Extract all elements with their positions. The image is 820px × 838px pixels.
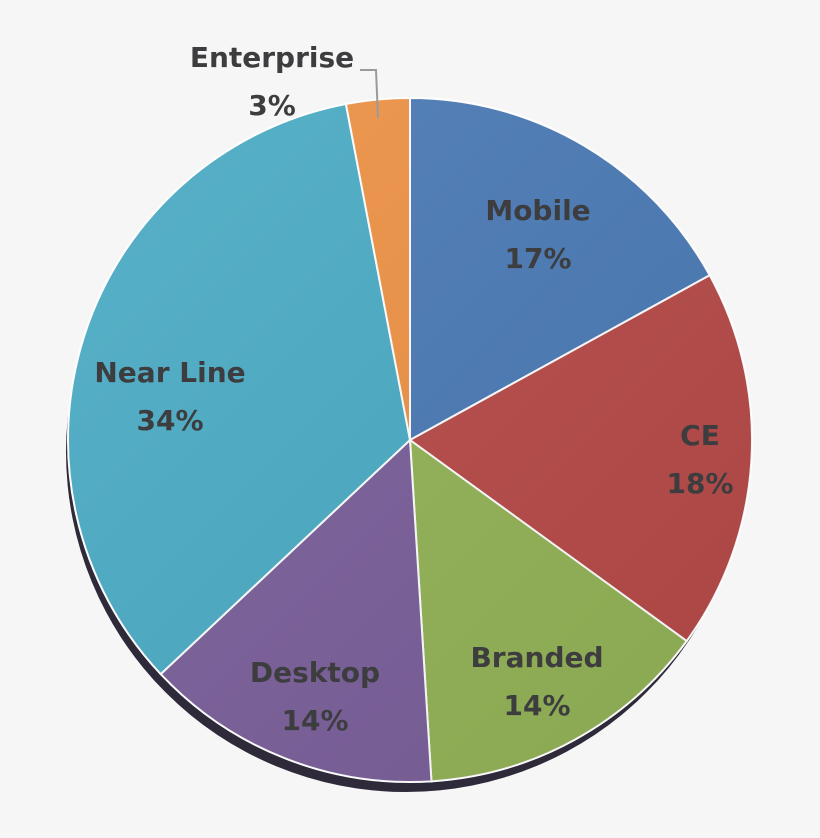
data-label-category: Branded (470, 641, 603, 674)
data-label-percent: 34% (136, 404, 203, 437)
data-label-desktop: Desktop 14% (250, 656, 380, 737)
data-label-percent: 17% (504, 242, 571, 275)
data-label-category: Enterprise (190, 41, 354, 74)
data-label-category: Near Line (94, 356, 245, 389)
data-label-percent: 14% (503, 689, 570, 722)
pie-labels: Mobile 17% CE 18% Branded 14% Desktop 14% Near L… (94, 41, 733, 737)
data-label-near-line: Near Line 34% (94, 356, 245, 437)
pie-shine-overlay (68, 98, 752, 782)
data-label-ce: CE 18% (666, 419, 733, 500)
data-label-enterprise: Enterprise 3% (190, 41, 354, 122)
data-label-category: Desktop (250, 656, 380, 689)
data-label-percent: 3% (248, 89, 296, 122)
data-label-category: CE (680, 419, 720, 452)
pie-slices (67, 96, 753, 783)
data-label-mobile: Mobile 17% (485, 194, 590, 275)
enterprise-leader-line (360, 69, 379, 119)
data-label-percent: 14% (281, 704, 348, 737)
data-label-category: Mobile (485, 194, 590, 227)
data-label-percent: 18% (666, 467, 733, 500)
data-label-branded: Branded 14% (470, 641, 603, 722)
